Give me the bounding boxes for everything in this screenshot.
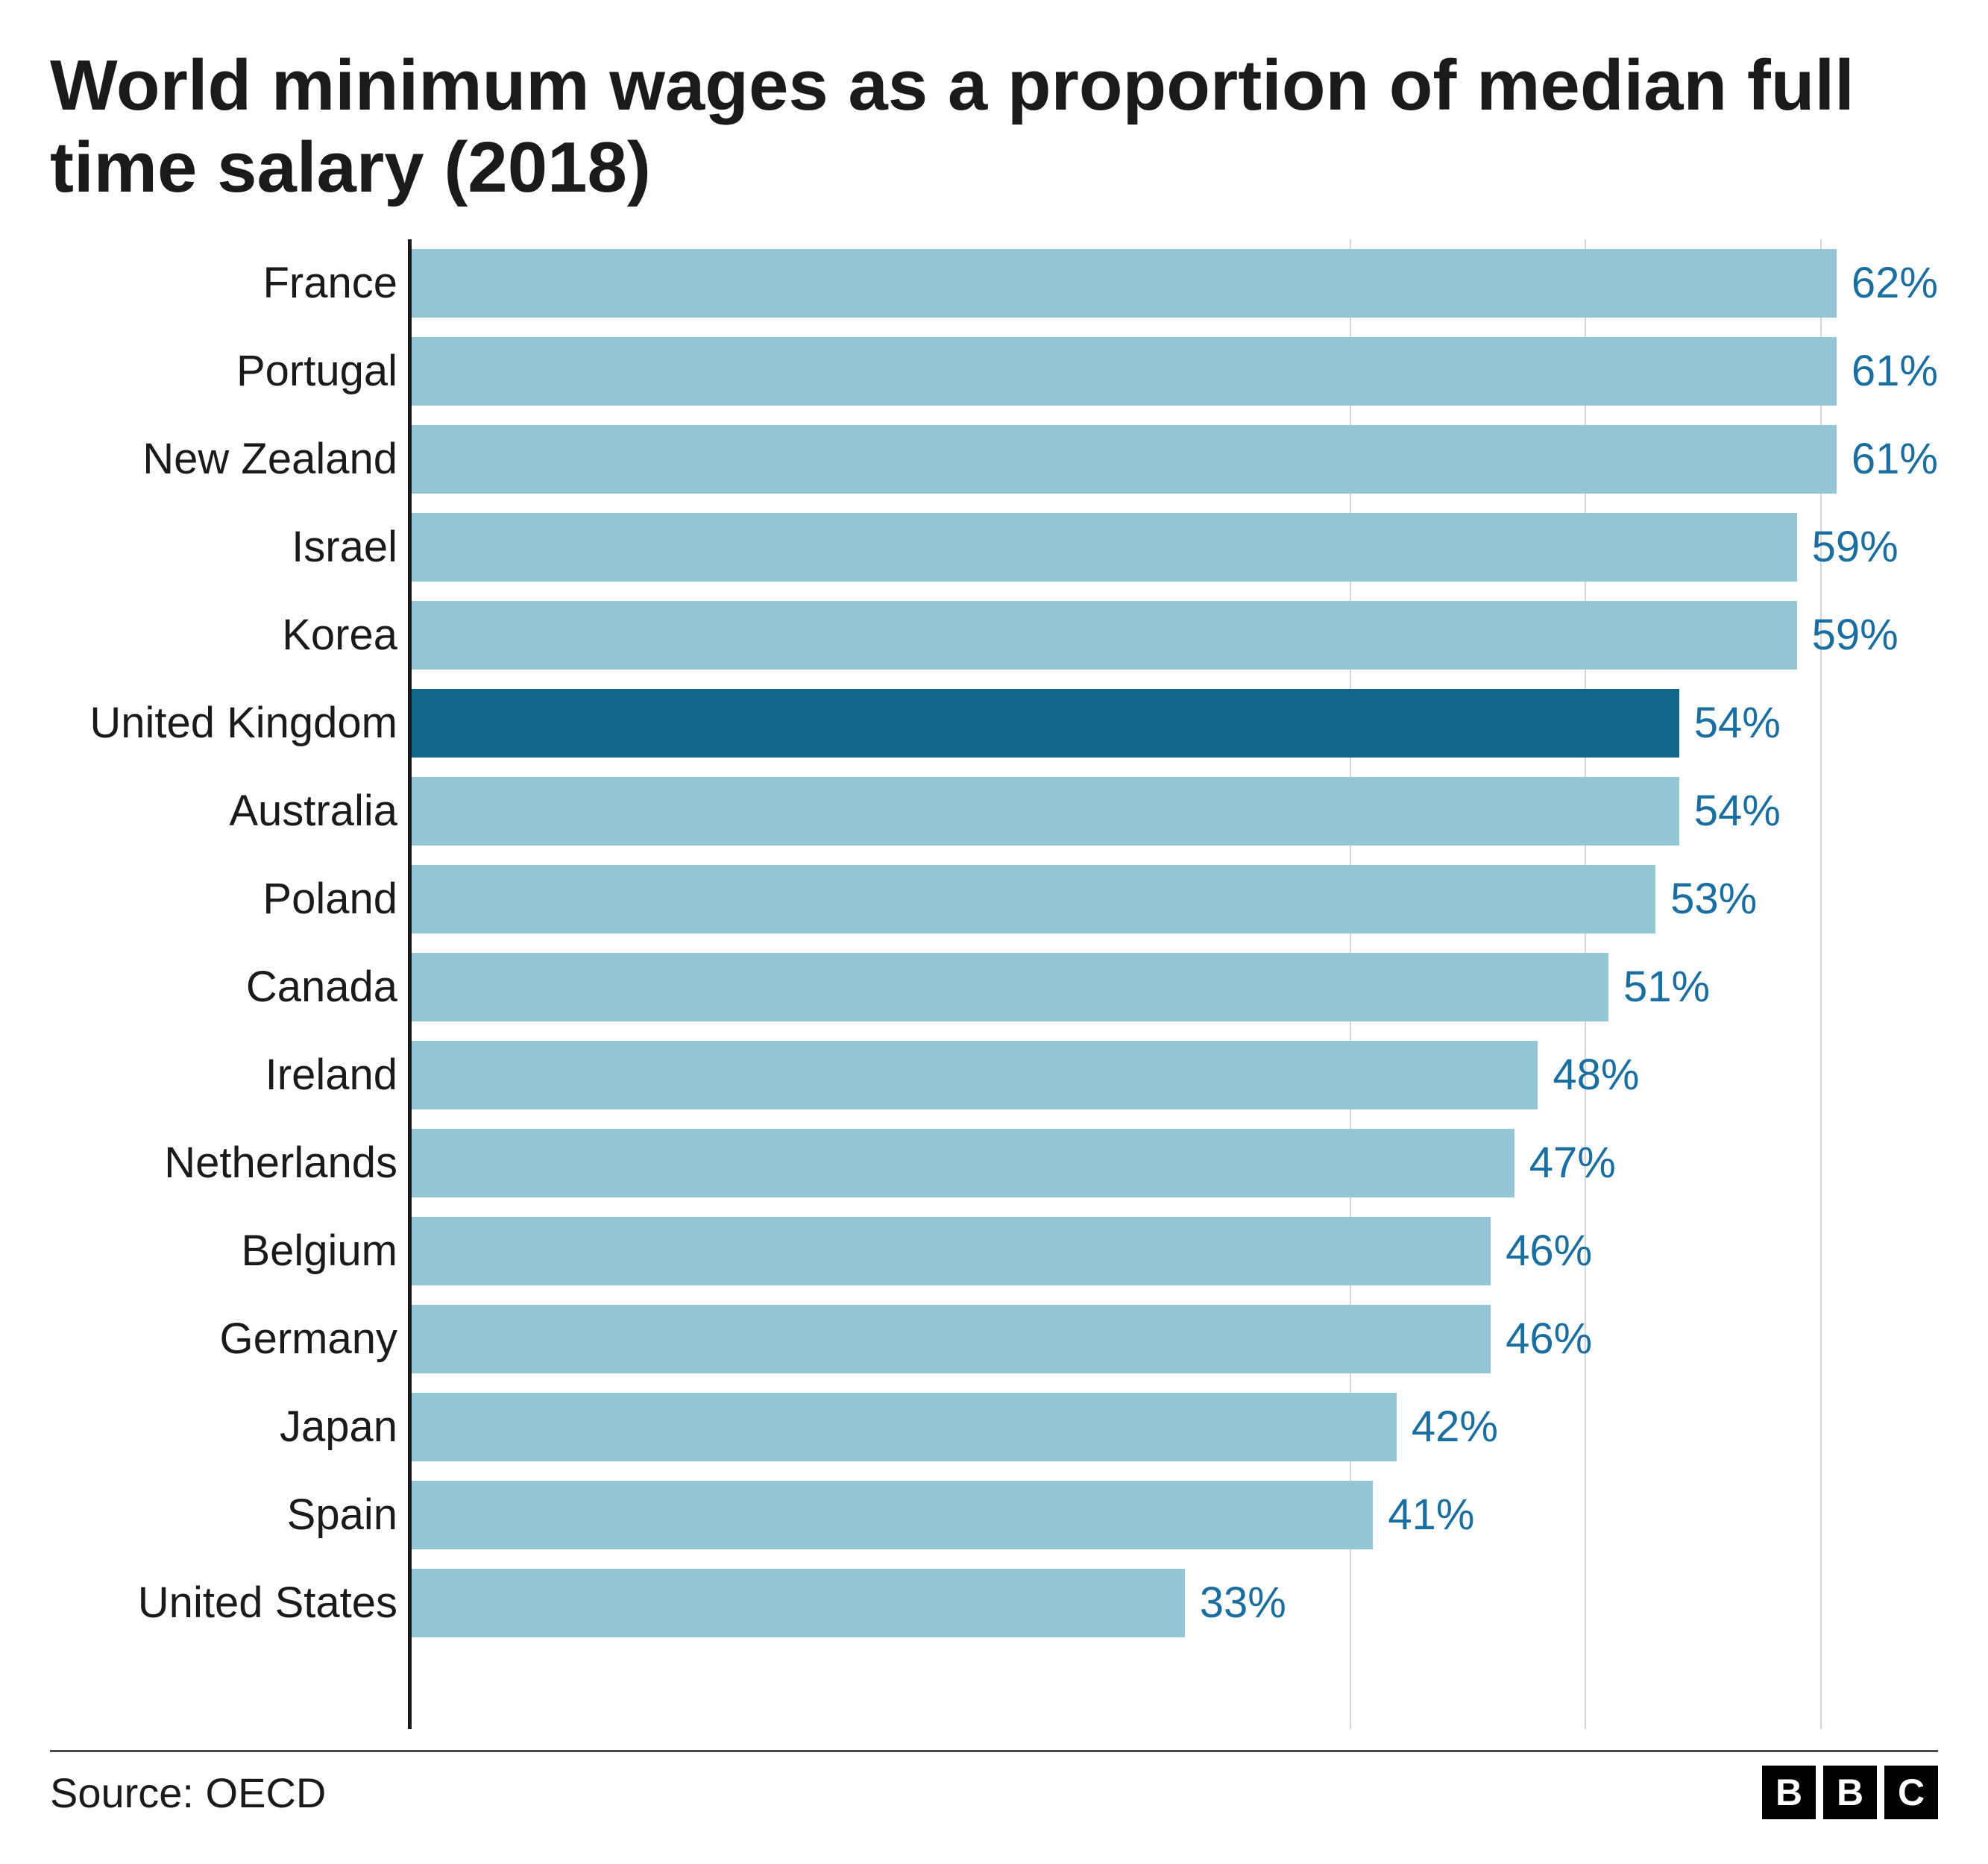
bar — [408, 865, 1655, 933]
value-label: 62% — [1852, 258, 1938, 308]
y-axis-label: Ireland — [50, 1050, 408, 1100]
chart-area: France Portugal New Zealand Israel Korea Unit… — [50, 239, 1938, 1729]
y-axis-label: New Zealand — [50, 434, 408, 484]
bbc-logo-block: B — [1762, 1766, 1816, 1819]
bars-container: 62%61%61%59%59%54%54%53%51%48%47%46%46%4… — [408, 239, 1938, 1729]
bar-row: 48% — [408, 1031, 1938, 1119]
bar-row: 61% — [408, 415, 1938, 503]
y-axis-label: United Kingdom — [50, 698, 408, 748]
source-label: Source: OECD — [50, 1769, 326, 1817]
bar — [408, 1569, 1185, 1637]
bar-row: 33% — [408, 1559, 1938, 1647]
y-axis-label: Australia — [50, 786, 408, 836]
value-label: 61% — [1852, 434, 1938, 484]
bar — [408, 1041, 1538, 1109]
value-label: 61% — [1852, 346, 1938, 396]
y-axis-label: United States — [50, 1578, 408, 1628]
bar-row: 42% — [408, 1383, 1938, 1471]
bbc-logo-block: B — [1823, 1766, 1877, 1819]
footer-rule — [50, 1750, 1938, 1752]
bar-row: 46% — [408, 1295, 1938, 1383]
bar — [408, 425, 1837, 494]
value-label: 59% — [1812, 522, 1899, 572]
bar-row: 59% — [408, 503, 1938, 591]
y-axis-label: Germany — [50, 1314, 408, 1364]
value-label: 46% — [1506, 1314, 1592, 1364]
bar-row: 59% — [408, 591, 1938, 679]
bar-row: 54% — [408, 767, 1938, 855]
y-axis-label: Israel — [50, 522, 408, 572]
bar — [408, 1481, 1373, 1549]
y-axis-label: Portugal — [50, 346, 408, 396]
value-label: 59% — [1812, 610, 1899, 660]
chart-footer: Source: OECD BBC — [50, 1766, 1938, 1819]
bbc-logo: BBC — [1762, 1766, 1938, 1819]
bar — [408, 1393, 1397, 1461]
y-axis-label: France — [50, 258, 408, 308]
value-label: 33% — [1200, 1578, 1286, 1628]
value-label: 47% — [1529, 1138, 1616, 1188]
bar — [408, 953, 1608, 1021]
y-axis-label: Belgium — [50, 1226, 408, 1276]
plot-area: 62%61%61%59%59%54%54%53%51%48%47%46%46%4… — [408, 239, 1938, 1729]
value-label: 53% — [1670, 874, 1757, 924]
bar-row: 47% — [408, 1119, 1938, 1207]
value-label: 48% — [1553, 1050, 1639, 1100]
value-label: 46% — [1506, 1226, 1592, 1276]
value-label: 54% — [1694, 786, 1781, 836]
bar — [408, 337, 1837, 406]
chart-title: World minimum wages as a proportion of m… — [50, 45, 1938, 210]
value-label: 41% — [1388, 1490, 1474, 1540]
value-label: 54% — [1694, 698, 1781, 748]
bar — [408, 1305, 1491, 1373]
y-axis-label: Korea — [50, 610, 408, 660]
y-axis-label: Japan — [50, 1402, 408, 1452]
bar — [408, 777, 1679, 846]
bbc-logo-block: C — [1884, 1766, 1938, 1819]
y-axis-line — [408, 239, 412, 1729]
bar — [408, 249, 1837, 318]
y-axis-label: Netherlands — [50, 1138, 408, 1188]
y-axis-labels: France Portugal New Zealand Israel Korea Unit… — [50, 239, 408, 1729]
bar-highlight — [408, 689, 1679, 758]
y-axis-label: Poland — [50, 874, 408, 924]
bar-row: 62% — [408, 239, 1938, 327]
bar-row: 53% — [408, 855, 1938, 943]
chart-container: World minimum wages as a proportion of m… — [0, 0, 1988, 1864]
y-axis-label: Spain — [50, 1490, 408, 1540]
bar — [408, 1129, 1514, 1197]
value-label: 42% — [1412, 1402, 1498, 1452]
bar-row: 51% — [408, 943, 1938, 1031]
bar — [408, 513, 1797, 582]
bar-row: 54% — [408, 679, 1938, 767]
y-axis-label: Canada — [50, 962, 408, 1012]
value-label: 51% — [1623, 962, 1710, 1012]
bar-row: 61% — [408, 327, 1938, 415]
bar-row: 41% — [408, 1471, 1938, 1559]
bar — [408, 601, 1797, 670]
bar-row: 46% — [408, 1207, 1938, 1295]
bar — [408, 1217, 1491, 1285]
